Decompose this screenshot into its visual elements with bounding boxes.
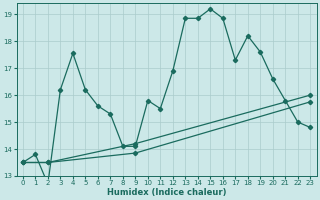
X-axis label: Humidex (Indice chaleur): Humidex (Indice chaleur) bbox=[107, 188, 226, 197]
